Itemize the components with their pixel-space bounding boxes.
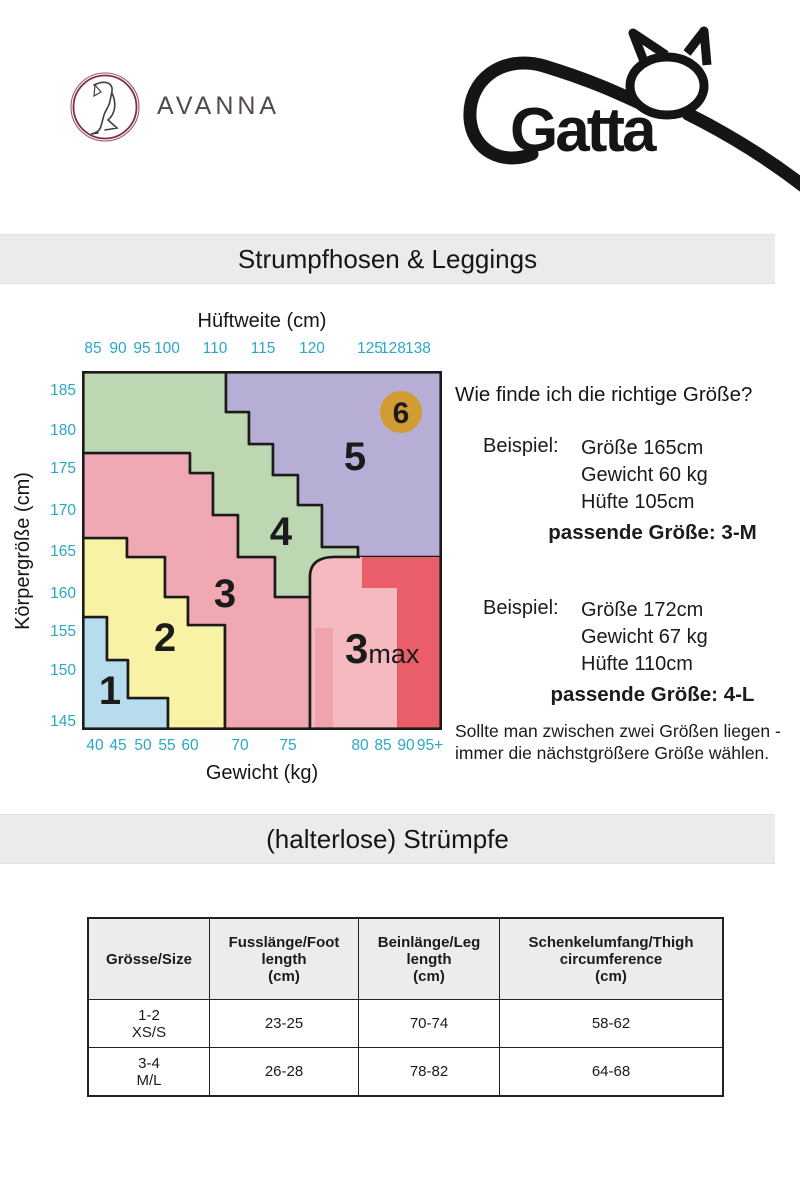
groesse-tick-145: 145: [50, 713, 76, 730]
groesse-tick-170: 170: [50, 502, 76, 519]
table-row-0: 1-2 XS/S 23-25 70-74 58-62: [87, 999, 724, 1048]
avanna-legs-emblem-icon: [70, 72, 140, 142]
zone-label-6: 6: [393, 397, 410, 430]
stockings-size-table: Grösse/Size Fusslänge/Foot length (cm) Bei…: [87, 917, 724, 1097]
huef-tick-125: 125: [357, 340, 383, 357]
zone-size-3max-red: [362, 557, 442, 730]
zone-label-3: 3: [214, 572, 236, 616]
huef-tick-85: 85: [84, 340, 102, 357]
table-header-col-0: Grösse/Size: [87, 917, 210, 1000]
huef-tick-90: 90: [109, 340, 127, 357]
groesse-tick-175: 175: [50, 460, 76, 477]
size-guide-note: Sollte man zwischen zwei Größen liegen -…: [455, 721, 781, 763]
huef-tick-95: 95: [133, 340, 151, 357]
avanna-brand-name: AVANNA: [157, 92, 281, 120]
table-row-1: 3-4 M/L 26-28 78-82 64-68: [87, 1047, 724, 1097]
banner-struempfe-label: (halterlose) Strümpfe: [266, 823, 509, 854]
zone-label-4: 4: [270, 510, 293, 554]
table-header-col-1: Fusslänge/Foot length (cm): [209, 917, 359, 1000]
gewicht-tick-45: 45: [109, 737, 127, 754]
size-table-header: Grösse/Size Fusslänge/Foot length (cm) Bei…: [87, 917, 724, 1000]
example-2-label: Beispiel:: [483, 597, 559, 619]
example-1-result: passende Größe: 3-M: [548, 521, 757, 544]
table-cell-r1-c2: 78-82: [358, 1047, 500, 1097]
example-1-label: Beispiel:: [483, 435, 559, 457]
example-1-values: Größe 165cm Gewicht 60 kg Hüfte 105cm: [581, 437, 708, 513]
size-guide: Wie finde ich die richtige Größe? Beispi…: [455, 383, 795, 764]
zone-label-5: 5: [344, 435, 366, 479]
groesse-tick-185: 185: [50, 382, 76, 399]
banner-strumpfhosen-label: Strumpfhosen & Leggings: [237, 243, 538, 274]
bottom-axis-title: Gewicht (kg): [205, 762, 319, 784]
gewicht-tick-80: 80: [351, 737, 369, 754]
huef-tick-138: 138: [405, 340, 431, 357]
huef-tick-100: 100: [154, 340, 180, 357]
banner-strumpfhosen: Strumpfhosen & Leggings: [0, 234, 775, 284]
table-cell-r0-c0: 1-2 XS/S: [87, 999, 210, 1048]
huef-tick-120: 120: [299, 340, 325, 357]
zone-label-1: 1: [99, 669, 121, 713]
huef-tick-128: 128: [380, 340, 406, 357]
table-cell-r1-c1: 26-28: [209, 1047, 359, 1097]
gewicht-tick-85: 85: [374, 737, 392, 754]
gewicht-tick-40: 40: [86, 737, 104, 754]
groesse-tick-155: 155: [50, 623, 76, 640]
groesse-tick-165: 165: [50, 543, 76, 560]
table-cell-r0-c2: 70-74: [358, 999, 500, 1048]
table-cell-r1-c3: 64-68: [499, 1047, 724, 1097]
gewicht-tick-70: 70: [231, 737, 249, 754]
gewicht-tick-90: 90: [397, 737, 415, 754]
top-axis-title: Hüftweite (cm): [197, 310, 327, 332]
example-2-values: Größe 172cm Gewicht 67 kg Hüfte 110cm: [581, 599, 708, 675]
size-6-badge: [380, 391, 422, 433]
table-cell-r0-c1: 23-25: [209, 999, 359, 1048]
groesse-tick-150: 150: [50, 662, 76, 679]
zone-label-2: 2: [154, 616, 176, 660]
gewicht-tick-60: 60: [181, 737, 199, 754]
groesse-tick-180: 180: [50, 422, 76, 439]
table-cell-r1-c0: 3-4 M/L: [87, 1047, 210, 1097]
gatta-logo: Gatta: [463, 26, 800, 192]
example-2: Beispiel: Größe 172cm Gewicht 67 kg Hüft…: [483, 597, 795, 678]
gewicht-tick-50: 50: [134, 737, 152, 754]
table-cell-r0-c3: 58-62: [499, 999, 724, 1048]
size-table-body: 1-2 XS/S 23-25 70-74 58-62 3-4 M/L 26-28 78-82…: [87, 999, 724, 1097]
example-1: Beispiel: Größe 165cm Gewicht 60 kg Hüft…: [483, 435, 795, 516]
huef-tick-115: 115: [250, 340, 276, 357]
gewicht-tick-95+: 95+: [416, 737, 444, 754]
size-guide-heading: Wie finde ich die richtige Größe?: [455, 383, 753, 406]
groesse-tick-160: 160: [50, 585, 76, 602]
table-header-col-3: Schenkelumfang/Thigh circumference (cm): [499, 917, 724, 1000]
huef-tick-110: 110: [202, 340, 228, 357]
gewicht-tick-55: 55: [158, 737, 176, 754]
table-header-col-2: Beinlänge/Leg length (cm): [358, 917, 500, 1000]
gewicht-tick-75: 75: [279, 737, 297, 754]
example-2-result: passende Größe: 4-L: [550, 683, 755, 706]
gatta-wordmark: Gatta: [510, 96, 657, 165]
banner-struempfe: (halterlose) Strümpfe: [0, 814, 775, 864]
zone-size-3max-shade: [315, 628, 333, 730]
